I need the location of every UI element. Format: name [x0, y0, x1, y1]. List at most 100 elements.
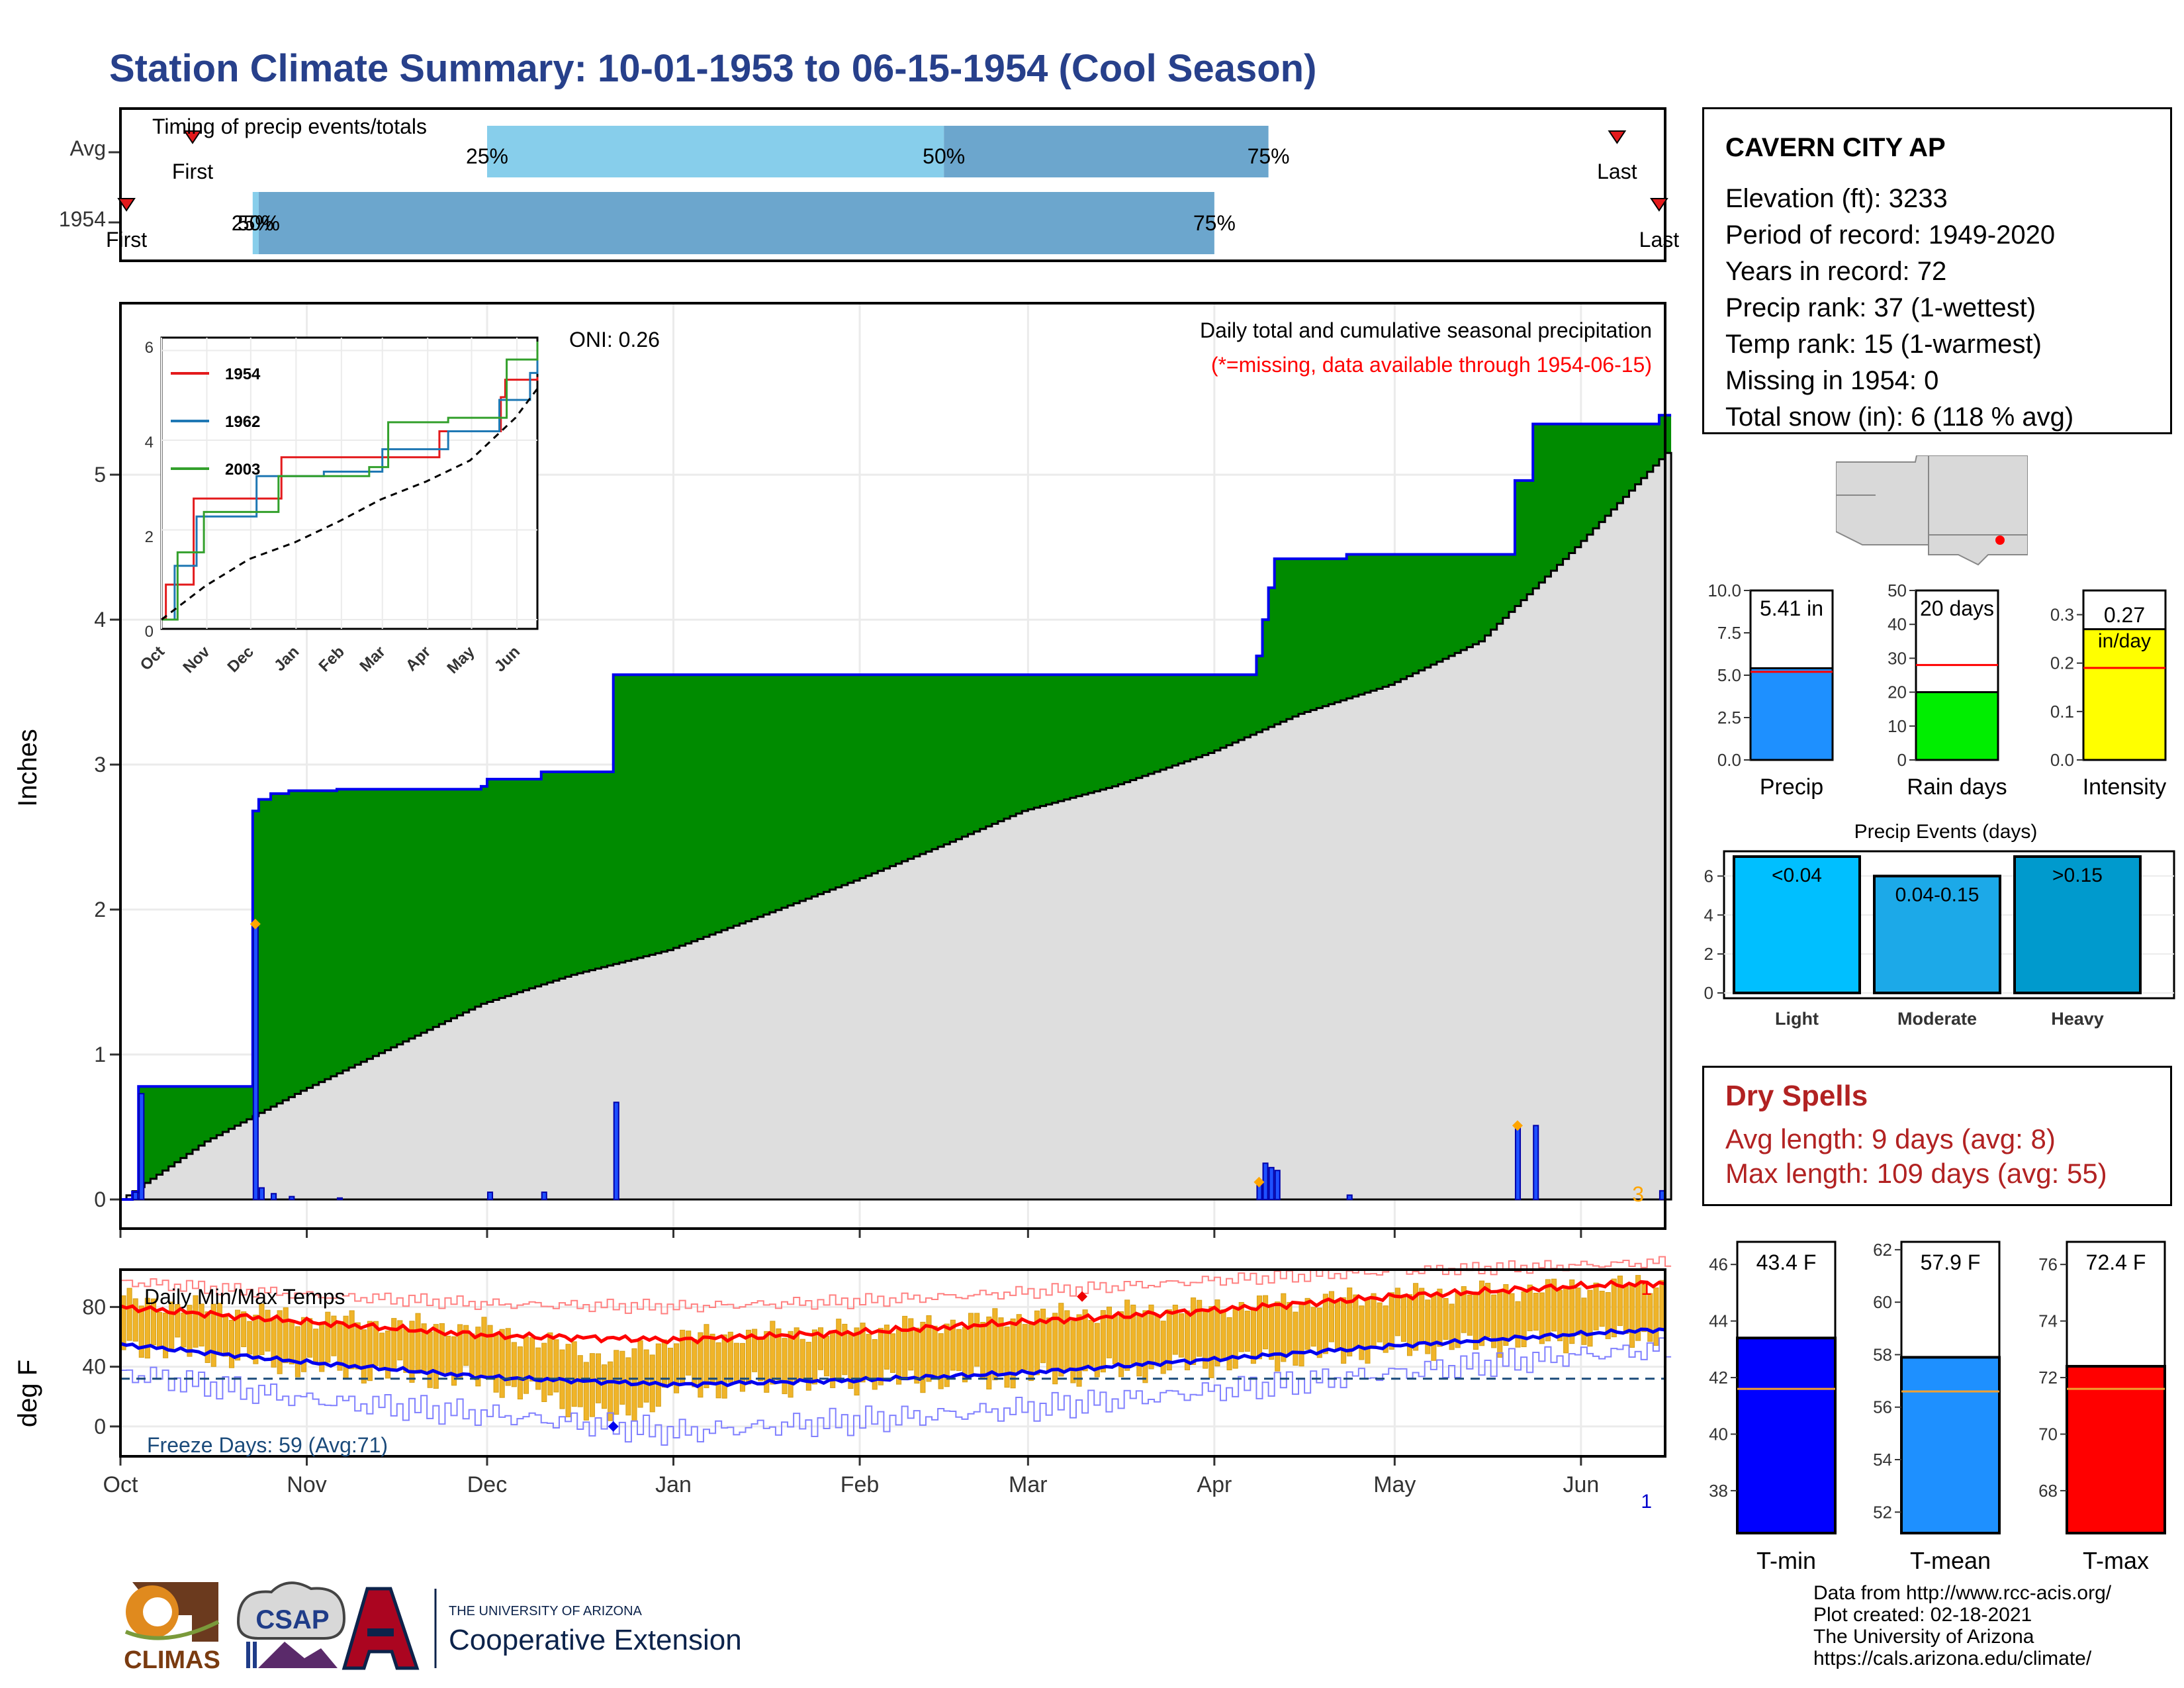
daily-temp-range-bar [120, 1295, 126, 1350]
timing-marks [117, 126, 1668, 254]
summary-bar-value [2082, 628, 2167, 761]
daily-temp-range-bar [764, 1331, 770, 1393]
daily-temp-range-bar [674, 1343, 680, 1393]
daily-temp-range-bar [1388, 1292, 1394, 1350]
daily-temp-range-bar [817, 1327, 824, 1370]
timing-row-label-1954: 1954 [59, 207, 106, 231]
y-tick: 0.1 [2050, 702, 2074, 722]
precip-events-chart: Precip Events (days) <0.04 0.04-0.15 >0.… [1704, 821, 2175, 1029]
daily-temp-range-bar [1088, 1320, 1094, 1368]
daily-temp-range-bar [914, 1327, 920, 1384]
daily-temp-range-bar [1070, 1321, 1076, 1383]
daily-temp-range-bar [1166, 1309, 1172, 1371]
daily-temp-range-bar [481, 1317, 487, 1378]
daily-temp-range-bar [1635, 1275, 1641, 1341]
daily-temp-range-bar [1052, 1313, 1058, 1385]
x-tick: Oct [103, 1472, 138, 1497]
y-tick: 76 [2038, 1254, 2058, 1274]
dry-spells-avg: Avg length: 9 days (avg: 8) [1725, 1123, 2056, 1154]
daily-temp-range-bar [1298, 1303, 1304, 1367]
x-tick: Feb [841, 1472, 880, 1497]
y-tick: 2.5 [1717, 708, 1741, 727]
daily-temp-range-bar [1629, 1284, 1635, 1348]
rain-days-value: 20 days [1920, 596, 1994, 620]
daily-temp-range-bar [1112, 1315, 1118, 1364]
y-tick: 60 [1873, 1292, 1892, 1312]
csap-wordmark: CSAP [255, 1605, 329, 1634]
year-first-label: First [106, 228, 147, 252]
tmean-value: 57.9 F [1921, 1250, 1981, 1274]
daily-precip-bar [336, 1197, 343, 1201]
daily-temp-range-bar [451, 1336, 457, 1386]
x-tick: Jun [1563, 1472, 1599, 1497]
temp-count-bottom: 1 [1641, 1491, 1652, 1513]
daily-temp-range-bar [1197, 1299, 1203, 1357]
daily-temp-range-bar [1569, 1279, 1575, 1344]
location-map [1836, 455, 2028, 568]
daily-precip-bar [1262, 1162, 1269, 1201]
daily-temp-range-bar [349, 1310, 355, 1370]
daily-precip-bar [1514, 1125, 1522, 1200]
daily-temp-range-bar [493, 1335, 499, 1393]
daily-temp-range-bar [992, 1308, 998, 1381]
y-tick: 2 [94, 898, 106, 921]
daily-temp-range-bar [1316, 1307, 1322, 1358]
daily-temp-range-bar [523, 1336, 529, 1394]
daily-temp-range-bar [277, 1310, 283, 1374]
event-category-label: Heavy [2051, 1009, 2104, 1029]
daily-precip-bar [1268, 1166, 1275, 1200]
y-tick: 44 [1709, 1311, 1728, 1331]
daily-temp-range-bar [132, 1298, 138, 1342]
daily-temp-range-bar [643, 1349, 649, 1403]
timing-row-label-avg: Avg [69, 136, 106, 160]
daily-temp-range-bar [1010, 1318, 1016, 1389]
daily-temp-range-bar [517, 1346, 523, 1399]
daily-temp-range-bar [1220, 1309, 1226, 1360]
daily-temp-range-bar [1527, 1284, 1533, 1331]
daily-temp-range-bar [608, 1361, 614, 1421]
daily-temp-range-bar [199, 1303, 205, 1347]
daily-temp-range-bar [752, 1329, 758, 1372]
daily-temp-range-bar [1587, 1289, 1593, 1347]
daily-temp-range-bar [1359, 1305, 1365, 1360]
daily-temp-range-bar [1310, 1307, 1316, 1347]
y-tick: 42 [1709, 1368, 1728, 1387]
station-elevation: Elevation (ft): 3233 [1725, 184, 1948, 213]
daily-temp-range-bar [228, 1319, 235, 1368]
daily-temp-range-bar [1263, 1295, 1269, 1350]
daily-temp-range-bar [692, 1338, 698, 1387]
first-rain-marker [117, 198, 136, 212]
daily-temp-range-bar [878, 1328, 884, 1385]
daily-temp-range-bar [1400, 1296, 1406, 1342]
y-tick: 0 [94, 1415, 106, 1438]
oni-label: ONI: 0.26 [569, 328, 660, 352]
daily-temp-range-bar [487, 1325, 493, 1376]
daily-temp-range-bar [1533, 1292, 1539, 1331]
daily-temp-range-bar [1425, 1299, 1431, 1354]
daily-temp-range-bar [1118, 1311, 1124, 1378]
y-tick: 74 [2038, 1311, 2058, 1331]
daily-temp-range-bar [187, 1305, 193, 1357]
daily-temp-range-bar [1647, 1293, 1653, 1342]
daily-temp-range-bar [589, 1353, 595, 1417]
y-tick: 58 [1873, 1344, 1892, 1364]
daily-temp-range-bar [986, 1316, 992, 1389]
daily-temp-range-bar [1094, 1323, 1100, 1378]
y-tick: 3 [94, 753, 106, 776]
daily-temp-range-bar [193, 1295, 199, 1348]
daily-temp-range-bar [667, 1348, 674, 1386]
daily-temp-range-bar [1154, 1315, 1160, 1364]
event-bar [1873, 874, 2001, 994]
daily-temp-range-bar [1256, 1295, 1263, 1360]
daily-temp-range-bar [1124, 1299, 1130, 1371]
daily-temp-range-bar [505, 1328, 511, 1386]
daily-temp-range-bar [307, 1318, 313, 1358]
daily-temp-range-bar [163, 1312, 169, 1358]
daily-temp-range-bar [373, 1321, 379, 1366]
daily-temp-range-bar [463, 1325, 469, 1366]
legend-label-2003: 2003 [225, 461, 260, 479]
last-rain-marker [1608, 130, 1627, 144]
logo-strip: CLIMAS CSAP THE UNIVERSITY OF ARIZONA Co… [124, 1581, 742, 1674]
daily-precip-bar [252, 923, 259, 1200]
daily-temp-range-bar [860, 1323, 866, 1383]
